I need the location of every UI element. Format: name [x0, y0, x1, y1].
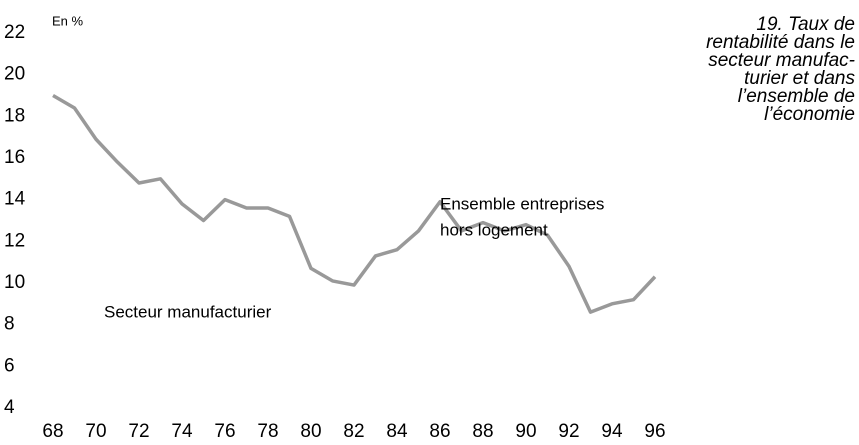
chart-title: secteur manufac- — [708, 50, 855, 71]
annotation: Ensemble entreprises — [440, 194, 604, 213]
annotation: hors logement — [440, 220, 548, 239]
data-line — [52, 93, 657, 314]
y-tick-label: 14 — [4, 189, 26, 210]
chart-title: rentabilité dans le — [706, 32, 855, 53]
x-tick-label: 82 — [343, 421, 364, 442]
x-tick-label: 86 — [429, 421, 450, 442]
x-tick-label: 70 — [85, 421, 106, 442]
x-tick-label: 74 — [171, 421, 193, 442]
x-tick-label: 80 — [300, 421, 321, 442]
chart-title: l’économie — [764, 104, 855, 125]
x-tick-label: 96 — [644, 421, 665, 442]
x-tick-label: 68 — [42, 421, 63, 442]
y-tick-label: 4 — [4, 397, 15, 418]
chart-title: 19. Taux de — [756, 14, 855, 35]
y-tick-label: 12 — [4, 230, 25, 251]
y-tick-label: 6 — [4, 355, 15, 376]
x-tick-label: 84 — [386, 421, 408, 442]
y-tick-label: 16 — [4, 147, 25, 168]
y-tick-label: 10 — [4, 272, 25, 293]
x-tick-label: 72 — [128, 421, 149, 442]
x-tick-label: 90 — [515, 421, 536, 442]
x-tick-label: 78 — [257, 421, 278, 442]
x-tick-label: 88 — [472, 421, 493, 442]
y-tick-label: 18 — [4, 105, 25, 126]
x-tick-label: 94 — [601, 421, 623, 442]
x-tick-label: 92 — [558, 421, 579, 442]
y-tick-label: 8 — [4, 314, 15, 335]
y-unit: En % — [52, 13, 84, 28]
annotation: Secteur manufacturier — [104, 302, 272, 321]
y-tick-label: 20 — [4, 64, 25, 85]
y-tick-label: 22 — [4, 22, 25, 43]
chart-title: turier et dans — [744, 68, 855, 89]
chart-title: l’ensemble de — [738, 86, 855, 107]
x-tick-label: 76 — [214, 421, 235, 442]
